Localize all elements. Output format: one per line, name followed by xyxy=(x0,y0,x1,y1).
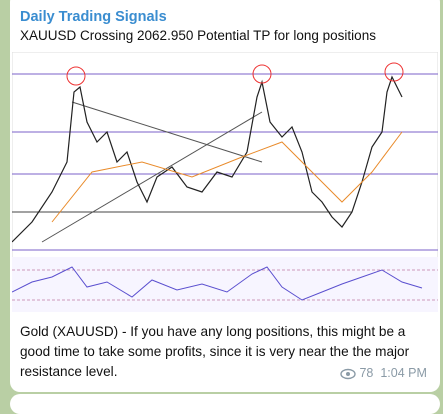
views-count: 78 xyxy=(359,366,374,380)
message-time: 1:04 PM xyxy=(380,366,427,380)
message-text: Gold (XAUUSD) - If you have any long pos… xyxy=(20,324,410,379)
message-subtitle: XAUUSD Crossing 2062.950 Potential TP fo… xyxy=(20,28,376,43)
channel-title[interactable]: Daily Trading Signals xyxy=(20,9,167,25)
next-bubble xyxy=(10,394,440,414)
views-icon xyxy=(340,368,356,379)
chart-image[interactable] xyxy=(12,52,438,312)
page: {"header":{"title":"Daily Trading Signal… xyxy=(10,0,440,414)
message-meta: 78 1:04 PM xyxy=(340,366,427,380)
